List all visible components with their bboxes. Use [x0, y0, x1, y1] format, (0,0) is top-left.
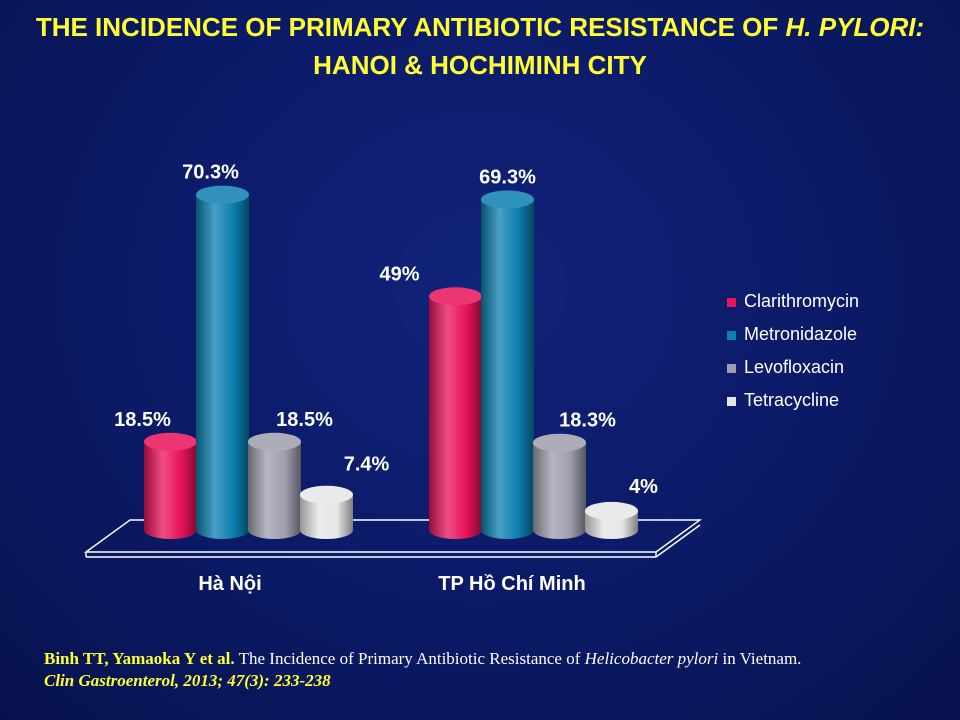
bar-body — [248, 441, 301, 539]
legend-swatch — [727, 397, 736, 406]
bar-top — [481, 190, 534, 209]
bar-body — [533, 442, 586, 539]
legend-label: Levofloxacin — [744, 357, 844, 377]
category-label: Hà Nội — [198, 573, 261, 595]
legend-label: Clarithromycin — [744, 291, 859, 311]
legend-swatch — [727, 298, 736, 307]
bar-body — [144, 441, 197, 539]
data-label: 18.3% — [559, 410, 616, 432]
bar-metronidazole-1 — [481, 190, 534, 539]
citation: Binh TT, Yamaoka Y et al. The Incidence … — [44, 648, 944, 692]
data-label: 49% — [379, 263, 419, 285]
bar-levofloxacin-1 — [533, 433, 586, 539]
bar-body — [196, 194, 249, 539]
legend-label: Tetracycline — [744, 390, 839, 410]
bar-top — [300, 485, 353, 504]
bar-tetracycline-1 — [585, 501, 638, 539]
data-label: 18.5% — [276, 409, 333, 431]
slide-title: THE INCIDENCE OF PRIMARY ANTIBIOTIC RESI… — [0, 8, 960, 84]
bar-top — [429, 287, 482, 306]
category-label: TP Hồ Chí Minh — [438, 573, 585, 595]
bar-clarithromycin-0 — [144, 432, 197, 539]
title-italic: H. PYLORI: — [785, 12, 925, 42]
bar-levofloxacin-0 — [248, 432, 301, 539]
bar-top — [144, 432, 197, 451]
bar-top — [533, 433, 586, 452]
data-label: 7.4% — [344, 454, 390, 476]
bar-tetracycline-0 — [300, 485, 353, 539]
chart-bars — [144, 185, 638, 539]
data-label: 69.3% — [479, 166, 536, 188]
bar-body — [300, 494, 353, 539]
data-label: 4% — [629, 476, 658, 498]
bar-top — [196, 185, 249, 204]
citation-journal: Clin Gastroenterol, 2013; 47(3): 233-238 — [44, 671, 331, 690]
chart-data-labels: 18.5% 70.3% 18.5% 7.4% 49% 69.3% 18.3% 4% — [114, 162, 658, 498]
bar-body — [481, 199, 534, 539]
data-label: 70.3% — [182, 162, 239, 184]
citation-line-1: Binh TT, Yamaoka Y et al. The Incidence … — [44, 649, 802, 668]
floor-edge — [655, 524, 701, 558]
legend-swatch — [727, 364, 736, 373]
chart-floor — [83, 519, 703, 558]
legend-label: Metronidazole — [744, 324, 857, 344]
title-line-1: THE INCIDENCE OF PRIMARY ANTIBIOTIC RESI… — [35, 12, 925, 42]
bar-top — [585, 501, 638, 520]
citation-authors: Binh TT, Yamaoka Y et al. — [44, 649, 235, 668]
bar-top — [248, 432, 301, 451]
bar-metronidazole-0 — [196, 185, 249, 539]
legend-swatch — [727, 331, 736, 340]
chart-legend: Clarithromycin Metronidazole Levofloxacin T… — [727, 291, 859, 410]
floor-platform — [83, 519, 703, 553]
bar-body — [429, 296, 482, 539]
bar-clarithromycin-1 — [429, 287, 482, 539]
chart-category-labels: Hà Nội TP Hồ Chí Minh — [198, 573, 585, 595]
data-label: 18.5% — [114, 409, 171, 431]
title-line-2: HANOI & HOCHIMINH CITY — [313, 50, 647, 80]
